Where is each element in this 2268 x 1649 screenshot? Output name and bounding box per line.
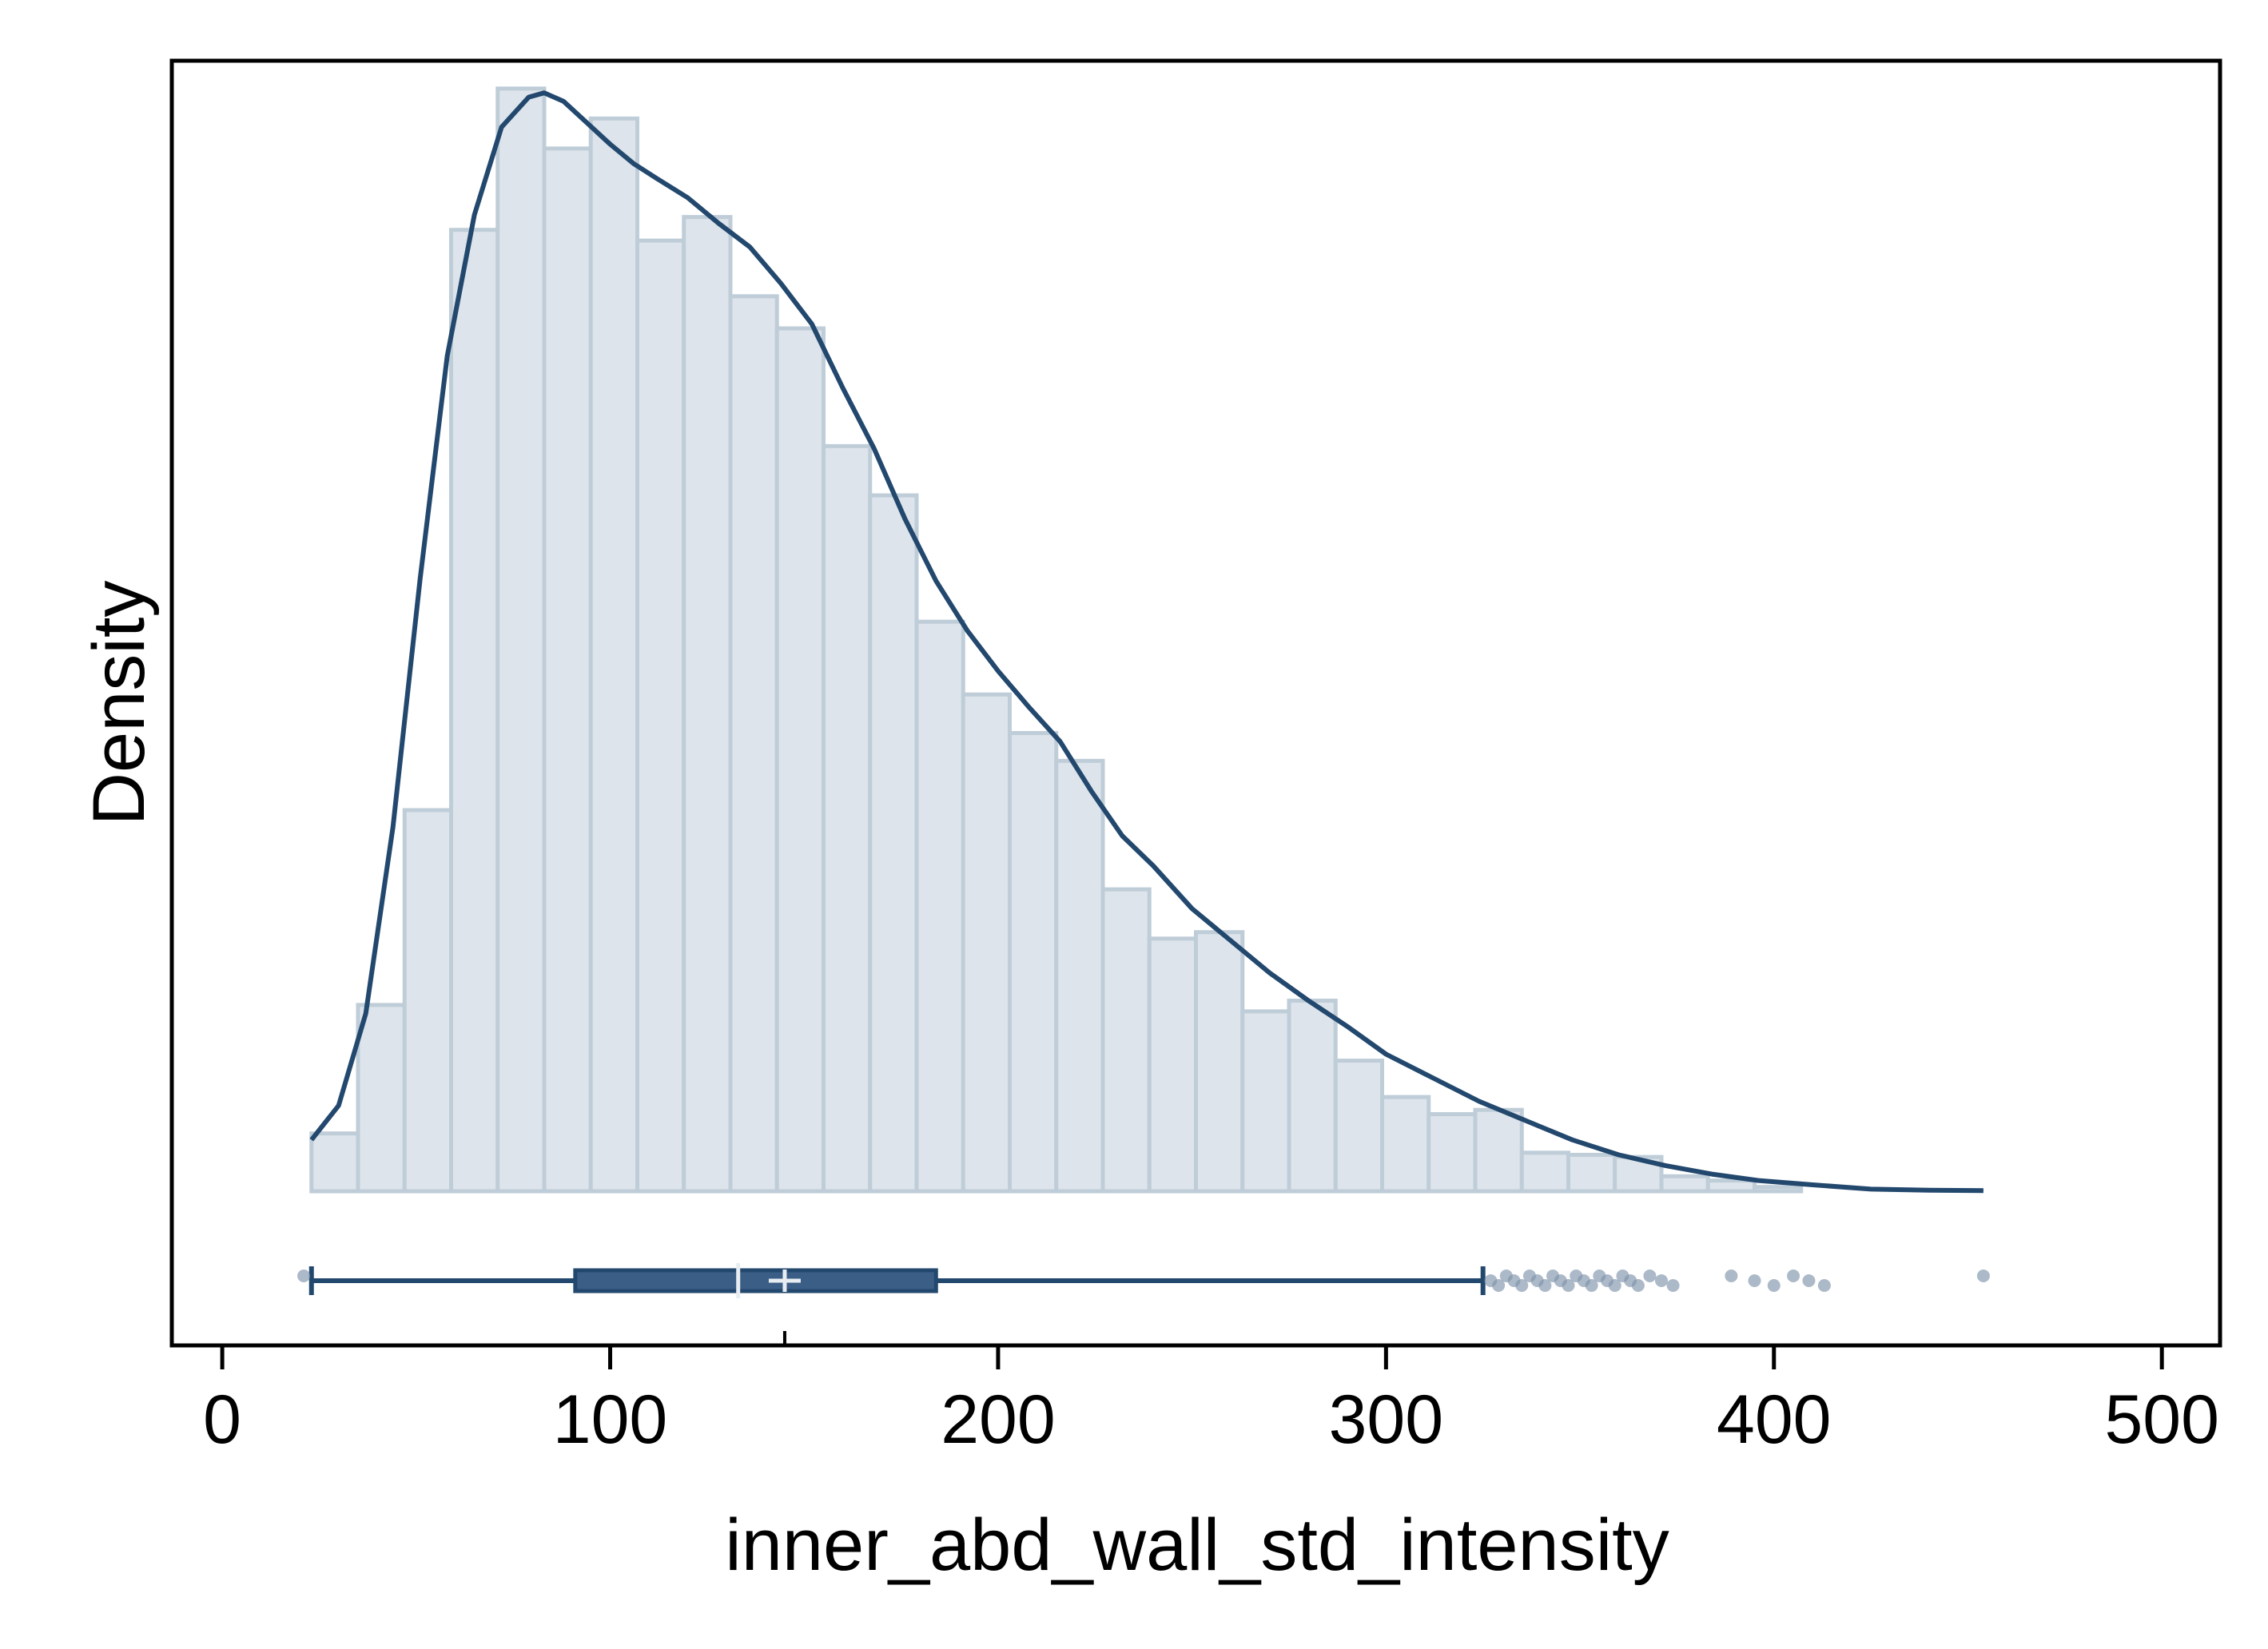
outlier-point [1585,1279,1598,1292]
histogram-bar [1008,731,1059,1194]
outlier-point [1643,1270,1657,1282]
x-tick-label: 200 [941,1381,1056,1458]
plot-frame [169,58,2222,1348]
histogram-bar [1194,930,1245,1194]
kde-line [309,90,1984,1194]
outlier-point [1608,1279,1621,1292]
histogram-bar [914,619,965,1194]
histogram-bar [1659,1174,1710,1194]
y-axis-title: Density [78,581,160,826]
histogram-bar [682,215,733,1194]
outlier-point [1515,1279,1529,1292]
histogram-bar [868,493,919,1194]
histogram-bar [542,146,593,1194]
outlier-point [1976,1270,1990,1282]
outlier-point [1748,1274,1761,1287]
x-axis: 0 100 200 300 400 500 [203,1331,2219,1458]
outlier-point [297,1270,311,1282]
histogram-bar [402,808,453,1194]
histogram-bar [774,326,826,1194]
histogram-bars [309,86,1804,1194]
outlier-point [1655,1274,1668,1287]
histogram-bar [1566,1152,1617,1194]
outlier-point [1725,1270,1738,1282]
histogram-bar [1240,1009,1291,1194]
x-axis-title: inner_abd_wall_std_intensity [725,1504,1669,1586]
histogram-bar [1705,1178,1757,1194]
boxplot [297,1263,1990,1298]
histogram-bar [728,294,779,1194]
outlier-point [1562,1279,1575,1292]
x-tick-label: 500 [2104,1381,2219,1458]
histogram-bar [588,116,639,1194]
histogram-bar [635,238,686,1194]
histogram-bar [449,228,500,1194]
x-tick-label: 400 [1717,1381,1832,1458]
histogram-bar [1333,1059,1384,1194]
iqr-box [573,1268,938,1293]
outlier-point [1492,1279,1506,1292]
histogram-bar [1473,1107,1524,1194]
histogram-bar [1380,1095,1431,1194]
histogram-bar [1287,999,1338,1194]
histogram-bar [1054,758,1105,1194]
x-tick-label: 100 [553,1381,668,1458]
histogram-bar [356,1003,407,1194]
outlier-point [1631,1279,1645,1292]
histogram-bar [1147,936,1198,1194]
x-tick-label: 300 [1329,1381,1444,1458]
histogram-bar [309,1131,360,1194]
histogram-bar [495,86,547,1194]
outlier-point [1817,1279,1831,1292]
histogram-bar [1426,1112,1478,1194]
outlier-point [1666,1279,1680,1292]
outlier-point [1767,1279,1781,1292]
outlier-point [1538,1279,1552,1292]
histogram-bar [961,692,1012,1194]
histogram-bar [1753,1185,1804,1194]
outlier-point [1802,1274,1816,1287]
histogram-bar [1519,1150,1570,1194]
x-tick-label: 0 [203,1381,241,1458]
histogram-bar [1100,887,1152,1194]
outlier-point [1787,1270,1800,1282]
histogram-bar [822,443,873,1194]
